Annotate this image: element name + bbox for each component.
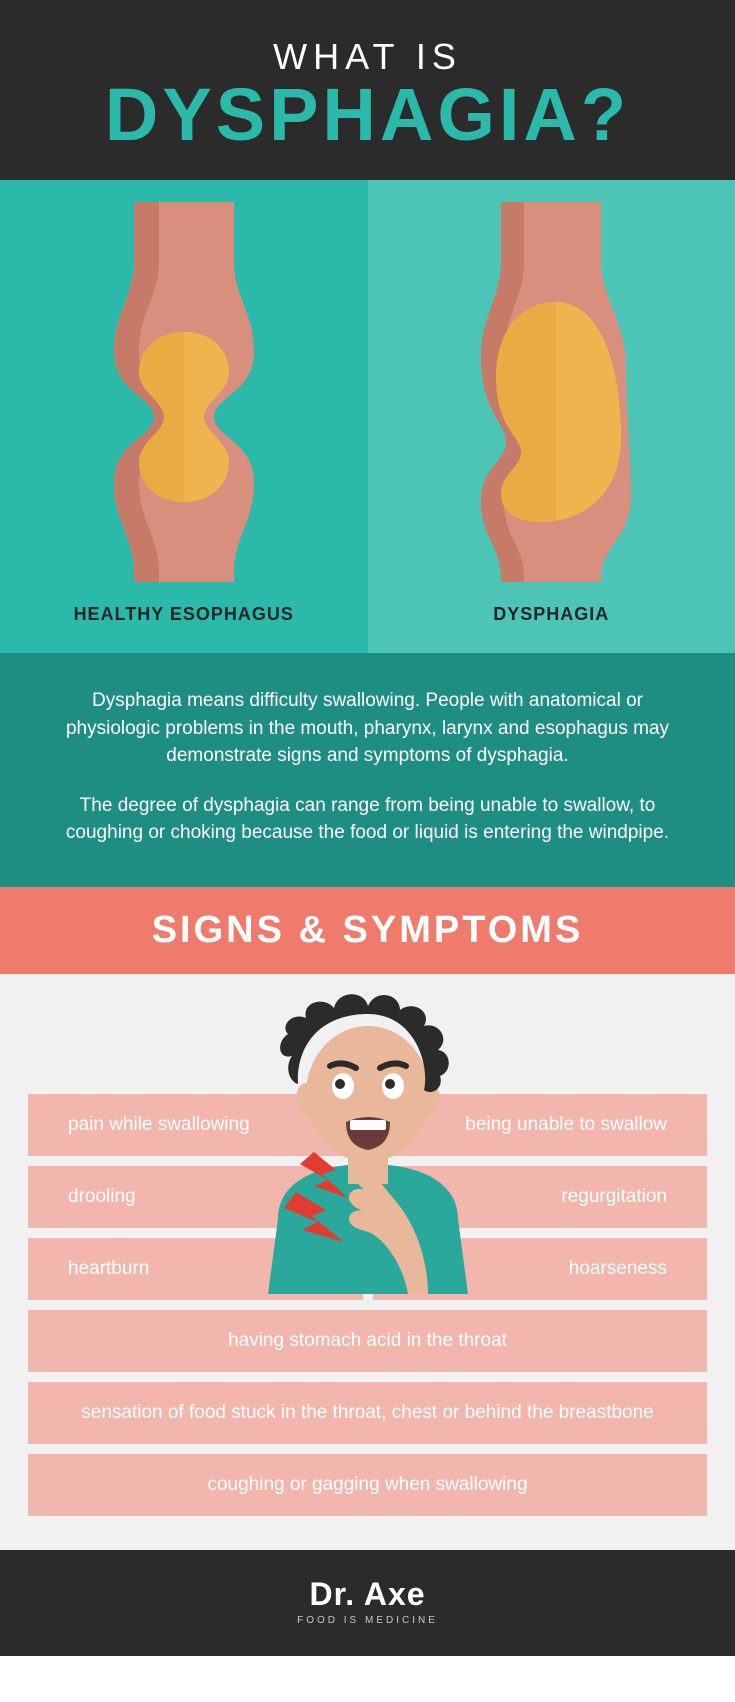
panel-label-healthy: HEALTHY ESOPHAGUS bbox=[74, 582, 294, 653]
symptom-cell: being unable to swallow bbox=[373, 1094, 708, 1156]
symptoms-section: pain while swallowing being unable to sw… bbox=[0, 974, 735, 1550]
symptom-row: coughing or gagging when swallowing bbox=[28, 1454, 707, 1516]
symptom-rows: pain while swallowing being unable to sw… bbox=[28, 1094, 707, 1516]
footer: Dr. Axe FOOD IS MEDICINE bbox=[0, 1550, 735, 1656]
comparison-panels: HEALTHY ESOPHAGUS DYSPHAGIA bbox=[0, 180, 735, 653]
description-p1: Dysphagia means difficulty swallowing. P… bbox=[46, 687, 689, 770]
symptom-cell: drooling bbox=[28, 1166, 363, 1228]
panel-dysphagia: DYSPHAGIA bbox=[368, 180, 735, 653]
symptom-cell: pain while swallowing bbox=[28, 1094, 363, 1156]
title-line1: WHAT IS bbox=[20, 36, 715, 78]
brand: Dr. Axe bbox=[0, 1576, 735, 1613]
symptom-row: heartburn hoarseness bbox=[28, 1238, 707, 1300]
symptom-cell: having stomach acid in the throat bbox=[28, 1310, 707, 1372]
symptom-row: drooling regurgitation bbox=[28, 1166, 707, 1228]
symptom-cell: heartburn bbox=[28, 1238, 363, 1300]
description: Dysphagia means difficulty swallowing. P… bbox=[0, 653, 735, 887]
symptom-row: having stomach acid in the throat bbox=[28, 1310, 707, 1372]
title-line2: DYSPHAGIA? bbox=[20, 78, 715, 152]
panel-healthy: HEALTHY ESOPHAGUS bbox=[0, 180, 368, 653]
description-p2: The degree of dysphagia can range from b… bbox=[46, 792, 689, 847]
symptoms-heading: SIGNS & SYMPTOMS bbox=[0, 887, 735, 974]
healthy-esophagus-icon bbox=[79, 202, 289, 582]
symptom-cell: hoarseness bbox=[373, 1238, 708, 1300]
dysphagia-esophagus-icon bbox=[446, 202, 656, 582]
symptom-cell: coughing or gagging when swallowing bbox=[28, 1454, 707, 1516]
symptom-row: sensation of food stuck in the throat, c… bbox=[28, 1382, 707, 1444]
symptom-cell: regurgitation bbox=[373, 1166, 708, 1228]
symptom-cell: sensation of food stuck in the throat, c… bbox=[28, 1382, 707, 1444]
dysphagia-infographic: WHAT IS DYSPHAGIA? HEALTHY ESOPHAGUS DYS… bbox=[0, 0, 735, 1656]
symptom-row: pain while swallowing being unable to sw… bbox=[28, 1094, 707, 1156]
panel-label-dysphagia: DYSPHAGIA bbox=[493, 582, 609, 653]
tagline: FOOD IS MEDICINE bbox=[0, 1615, 735, 1626]
header: WHAT IS DYSPHAGIA? bbox=[0, 0, 735, 180]
